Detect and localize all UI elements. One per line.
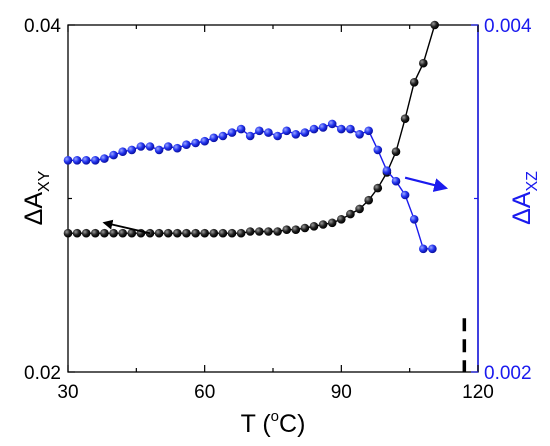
data-point-black bbox=[163, 228, 173, 238]
data-point-black bbox=[218, 228, 228, 238]
data-point-blue bbox=[236, 124, 246, 134]
data-point-blue bbox=[309, 124, 319, 134]
data-point-black bbox=[236, 228, 246, 238]
series-blue bbox=[63, 119, 437, 254]
data-point-black bbox=[364, 195, 374, 205]
data-point-blue bbox=[218, 131, 228, 141]
data-point-blue bbox=[400, 190, 410, 200]
x-tick-label-90: 90 bbox=[331, 382, 352, 403]
data-point-black bbox=[154, 228, 164, 238]
data-point-blue bbox=[419, 244, 428, 254]
data-point-blue bbox=[191, 138, 200, 148]
data-point-blue bbox=[127, 145, 137, 155]
data-point-blue bbox=[200, 136, 209, 146]
x-tick-label-60: 60 bbox=[194, 382, 215, 403]
data-point-blue bbox=[291, 130, 301, 139]
data-point-blue bbox=[81, 156, 91, 165]
series-black bbox=[63, 20, 440, 238]
data-point-blue bbox=[355, 130, 364, 139]
data-point-black bbox=[318, 220, 328, 229]
x-tick-label-30: 30 bbox=[57, 382, 78, 403]
data-point-black bbox=[254, 227, 264, 236]
data-point-blue bbox=[318, 123, 328, 132]
data-point-black bbox=[173, 228, 182, 238]
data-point-blue bbox=[154, 145, 164, 155]
data-point-black bbox=[409, 78, 419, 87]
data-point-black bbox=[81, 228, 91, 238]
data-point-black bbox=[118, 228, 127, 238]
data-point-blue bbox=[72, 156, 82, 165]
data-point-black bbox=[400, 114, 410, 123]
data-point-black bbox=[327, 218, 337, 228]
x-axis-title: T (oC) bbox=[241, 408, 306, 438]
data-point-black bbox=[355, 204, 364, 214]
data-point-black bbox=[282, 225, 292, 234]
data-point-black bbox=[109, 228, 118, 238]
data-point-blue bbox=[391, 176, 401, 186]
axis-arrow-blue bbox=[404, 176, 449, 192]
data-point-black bbox=[273, 227, 282, 236]
data-point-blue bbox=[173, 143, 182, 153]
series-layer bbox=[63, 20, 440, 254]
data-point-blue bbox=[364, 126, 374, 136]
data-point-blue bbox=[118, 147, 127, 156]
data-point-blue bbox=[373, 145, 383, 155]
data-point-blue bbox=[245, 131, 255, 141]
data-point-blue bbox=[273, 131, 282, 141]
data-point-blue bbox=[428, 244, 437, 254]
data-point-black bbox=[346, 209, 355, 219]
data-point-black bbox=[227, 228, 237, 238]
data-point-blue bbox=[145, 142, 155, 151]
data-point-blue bbox=[337, 124, 346, 134]
data-point-black bbox=[419, 58, 428, 68]
data-point-blue bbox=[182, 140, 191, 149]
data-point-blue bbox=[346, 124, 355, 134]
data-point-blue bbox=[382, 166, 392, 175]
x-tick-label-120: 120 bbox=[462, 382, 494, 403]
data-point-black bbox=[337, 215, 346, 224]
data-point-blue bbox=[209, 133, 219, 143]
data-point-black bbox=[391, 147, 401, 156]
data-point-black bbox=[100, 228, 109, 238]
data-point-blue bbox=[136, 142, 146, 151]
axis-arrow-black bbox=[102, 219, 151, 235]
data-point-blue bbox=[300, 128, 310, 137]
data-point-blue bbox=[91, 156, 100, 165]
data-point-black bbox=[127, 228, 137, 238]
data-point-black bbox=[191, 228, 200, 238]
axis-ticks bbox=[67, 24, 479, 373]
y-right-axis-title: ΔAXZ bbox=[508, 171, 541, 225]
data-point-black bbox=[209, 228, 219, 238]
data-point-blue bbox=[227, 128, 237, 137]
data-point-blue bbox=[409, 215, 419, 224]
y-left-tick-label-0.02: 0.02 bbox=[24, 363, 61, 384]
annotation-layer bbox=[102, 176, 467, 372]
data-point-black bbox=[91, 228, 100, 238]
y-left-axis-title: ΔAXY bbox=[20, 170, 53, 225]
data-point-black bbox=[300, 223, 310, 233]
data-point-black bbox=[72, 228, 82, 238]
data-point-blue bbox=[282, 126, 292, 136]
data-point-black bbox=[245, 227, 255, 236]
data-point-black bbox=[309, 222, 319, 231]
data-point-black bbox=[182, 228, 191, 238]
data-point-black bbox=[200, 228, 209, 238]
data-point-black bbox=[430, 20, 440, 30]
data-point-black bbox=[291, 225, 301, 234]
series-line-black bbox=[68, 24, 436, 234]
data-point-black bbox=[63, 228, 73, 238]
data-point-blue bbox=[327, 119, 337, 129]
y-right-tick-label-0.004: 0.004 bbox=[484, 16, 532, 37]
data-point-blue bbox=[163, 142, 173, 151]
data-point-blue bbox=[100, 154, 109, 163]
data-point-black bbox=[373, 183, 383, 193]
data-point-black bbox=[264, 227, 273, 236]
data-point-blue bbox=[264, 128, 273, 137]
data-point-blue bbox=[109, 150, 118, 160]
data-point-blue bbox=[63, 156, 73, 165]
y-left-tick-label-0.04: 0.04 bbox=[24, 16, 61, 37]
y-right-tick-label-0.002: 0.002 bbox=[484, 363, 532, 384]
data-point-blue bbox=[254, 126, 264, 136]
